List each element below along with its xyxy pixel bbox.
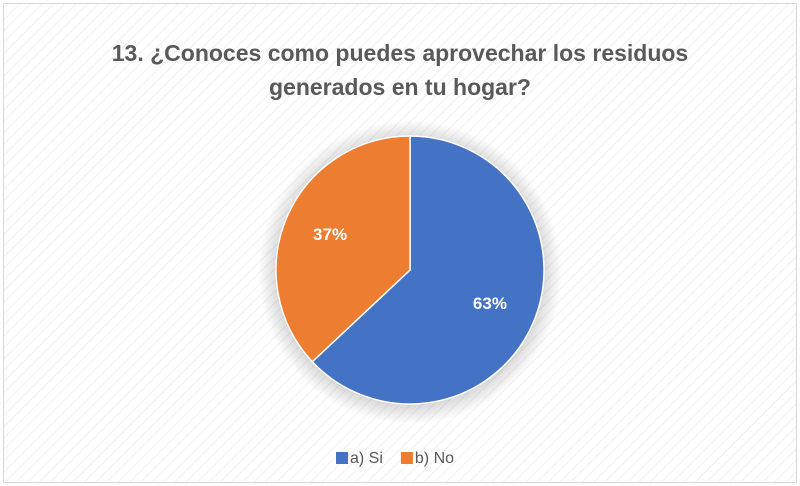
pie-slice bbox=[275, 135, 411, 363]
data-label: 37% bbox=[313, 225, 347, 244]
chart-title: 13. ¿Conoces como puedes aprovechar los … bbox=[111, 40, 689, 100]
data-label: 63% bbox=[473, 294, 507, 313]
legend-swatch bbox=[400, 452, 413, 464]
legend-label: b) No bbox=[415, 450, 454, 467]
legend-swatch bbox=[336, 452, 348, 464]
legend-label: a) Si bbox=[350, 450, 383, 467]
pie-slice bbox=[311, 135, 545, 405]
